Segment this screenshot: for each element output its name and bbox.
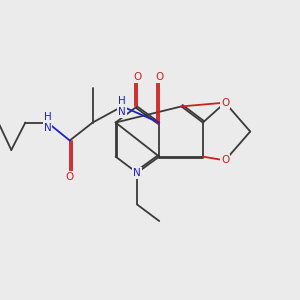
Text: N: N xyxy=(133,168,141,178)
Text: O: O xyxy=(221,98,229,108)
Text: H
N: H N xyxy=(118,96,126,117)
Text: O: O xyxy=(66,172,74,182)
Text: O: O xyxy=(221,155,229,165)
Text: H
N: H N xyxy=(44,112,51,133)
Text: O: O xyxy=(133,72,141,82)
Text: O: O xyxy=(155,72,164,82)
